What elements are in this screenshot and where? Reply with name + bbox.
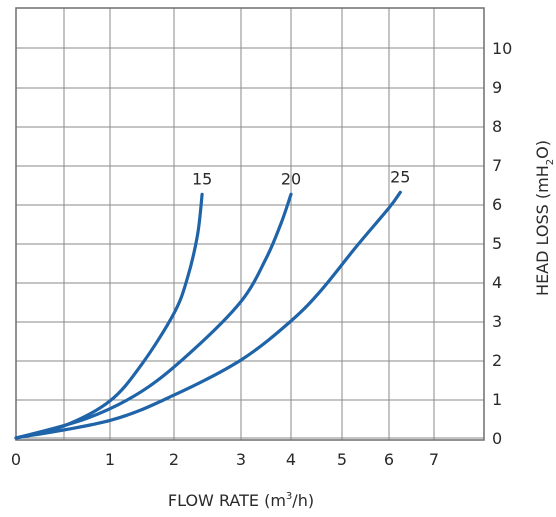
x-axis-title-sup: 3 [286,491,292,502]
y-tick-label: 10 [492,39,512,58]
y-tick-label: 9 [492,78,502,97]
series-line-25 [14,190,402,440]
chart-series-labels: 15 20 25 [192,167,410,188]
y-tick-label: 5 [492,234,502,253]
x-tick-label: 5 [337,450,347,469]
x-tick-label: 3 [236,450,246,469]
y-axis-title-tail: O) [533,140,552,159]
series-label-15: 15 [192,169,212,188]
series-label-20: 20 [281,169,301,188]
y-axis-title: HEAD LOSS (mH2O) [533,140,556,296]
x-tick-label: 2 [169,450,179,469]
y-axis-title-sub: 2 [545,159,556,165]
x-tick-label: 1 [105,450,115,469]
y-tick-label: 3 [492,312,502,331]
y-tick-label: 8 [492,117,502,136]
series-line-20 [14,192,293,440]
chart-series [14,190,402,440]
y-tick-label: 0 [492,429,502,448]
x-axis-title-main: FLOW RATE (m [168,491,286,510]
y-tick-label: 6 [492,195,502,214]
x-tick-label: 0 [11,450,21,469]
x-tick-label: 4 [286,450,296,469]
chart-grid [15,7,485,441]
plot-frame [15,7,485,441]
y-tick-label: 2 [492,351,502,370]
y-axis-title-main: HEAD LOSS (mH [533,165,552,296]
series-label-25: 25 [390,167,410,186]
y-tick-label: 7 [492,156,502,175]
x-tick-label: 7 [429,450,439,469]
y-tick-label: 1 [492,390,502,409]
x-axis-title: FLOW RATE (m3/h) [168,491,314,510]
y-tick-label: 4 [492,273,502,292]
x-tick-label: 6 [384,450,394,469]
y-axis-ticks: 0 1 2 3 4 5 6 7 8 9 10 [492,39,512,448]
x-axis-ticks: 0 1 2 3 4 5 6 7 [11,450,439,469]
x-axis-title-tail: /h) [292,491,314,510]
